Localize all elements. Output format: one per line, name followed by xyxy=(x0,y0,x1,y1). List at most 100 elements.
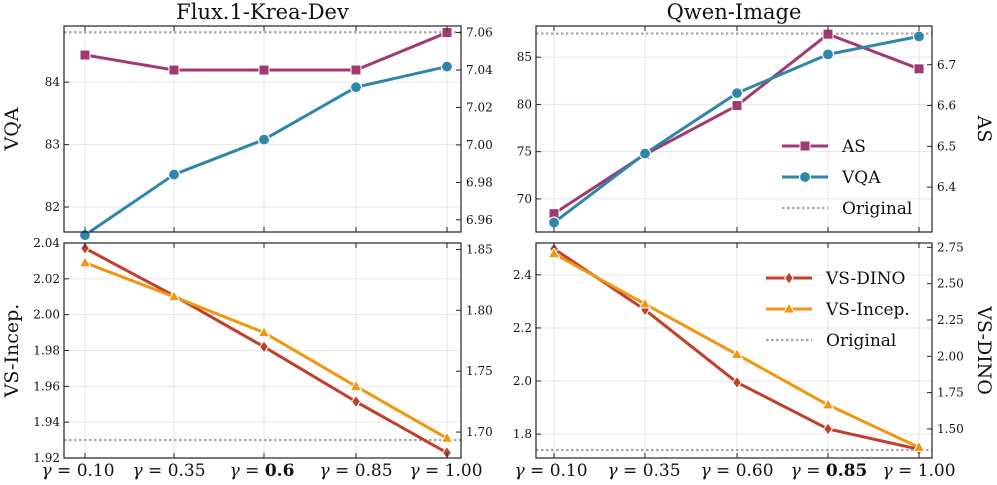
y-tick-label-left: 1.96 xyxy=(33,379,60,393)
chart-title: Flux.1-Krea-Dev xyxy=(176,0,349,24)
y-tick-label-left: 82 xyxy=(45,200,60,214)
x-tick-label: γ = 0.85 xyxy=(319,461,392,481)
y-tick-label-right: 2.50 xyxy=(937,277,964,291)
legend-marker xyxy=(784,271,794,285)
x-tick-label: γ = 0.85 xyxy=(791,461,868,481)
data-point-vsincep xyxy=(912,440,926,452)
y-tick-label-left: 1.92 xyxy=(33,451,60,465)
y-tick-label-right: 6.98 xyxy=(466,175,493,189)
data-point-vsincep xyxy=(349,379,363,391)
data-point-vsincep xyxy=(257,325,271,338)
plot-frame xyxy=(63,25,462,233)
data-point-vsdino xyxy=(259,339,269,354)
data-point-vqa xyxy=(440,60,454,73)
data-point-vsdino xyxy=(823,422,833,436)
y-tick-label-right: 7.00 xyxy=(466,138,493,152)
y-tick-label-left: 84 xyxy=(45,75,61,89)
plot-frame xyxy=(535,242,933,459)
legend-label: VS-DINO xyxy=(825,269,905,289)
data-point-vsincep xyxy=(547,246,561,259)
data-point-as xyxy=(258,64,270,76)
y-tick-label-right: 6.96 xyxy=(466,213,493,227)
plot-frame xyxy=(535,25,933,233)
y-tick-label-right: 6.7 xyxy=(937,58,956,72)
y-tick-label-left: 2.4 xyxy=(513,268,532,282)
y-tick-label-left: 1.94 xyxy=(33,415,60,429)
data-point-vsincep xyxy=(821,397,835,410)
y-tick-label-left: 80 xyxy=(517,97,532,111)
data-point-as xyxy=(350,64,362,76)
chart-panel-2: 70 75 80 85 6.4 6.5 6.6 6.7 Qwen-Image AS AS VQA Ori… xyxy=(517,0,995,233)
x-tick-label: γ = 0.10 xyxy=(41,461,114,481)
data-point-vsdino xyxy=(442,445,452,460)
series-line-as xyxy=(84,31,448,72)
data-point-vqa xyxy=(349,81,363,94)
y-tick-label-right: 7.02 xyxy=(466,100,493,114)
data-point-vsincep xyxy=(638,297,652,309)
legend-marker xyxy=(782,301,796,314)
chart-panel-3: 1.92 1.94 1.96 1.98 2.00 2.02 2.04 1.70 1.75 1.80… xyxy=(1,236,493,481)
y-tick-label-right: 6.6 xyxy=(937,99,956,113)
x-tick-label: γ = 1.00 xyxy=(409,461,482,481)
x-tick-label: γ = 0.10 xyxy=(514,461,587,481)
data-point-vsdino xyxy=(732,375,742,390)
y-tick-label-right: 1.75 xyxy=(466,364,493,378)
y-tick-label-right: 1.85 xyxy=(466,242,493,256)
legend: AS VQA Original xyxy=(782,137,912,219)
chart-panel-1: 82 83 84 6.96 6.98 7.00 7.02 7.04 7.06 Flux.1-Kre… xyxy=(1,0,493,242)
y-tick-label-left: 2.0 xyxy=(513,374,532,388)
legend-marker xyxy=(799,140,811,152)
data-point-vsincep xyxy=(167,289,181,302)
y-tick-label-right: 2.00 xyxy=(937,349,964,363)
chart-title: Qwen-Image xyxy=(667,0,802,24)
data-point-vqa xyxy=(167,168,181,181)
x-tick-label: γ = 1.00 xyxy=(882,461,955,481)
data-point-vsincep xyxy=(730,347,744,359)
legend-label: VS-Incep. xyxy=(825,300,910,320)
y-tick-label-right: 1.70 xyxy=(466,425,493,439)
y-axis-label-left: VS-Incep. xyxy=(1,304,23,399)
y-tick-label-right: 7.04 xyxy=(466,63,493,77)
data-point-vqa xyxy=(547,216,561,229)
data-point-vqa xyxy=(912,30,926,43)
y-tick-label-right: 2.25 xyxy=(937,313,964,327)
y-tick-label-right: 1.75 xyxy=(937,386,964,400)
y-tick-label-left: 70 xyxy=(517,192,532,206)
data-point-vsincep xyxy=(440,431,454,443)
data-point-as xyxy=(731,100,743,112)
x-tick-label: γ = 0.35 xyxy=(132,461,205,481)
x-tick-label: γ = 0.35 xyxy=(607,461,680,481)
y-tick-label-left: 83 xyxy=(45,138,60,152)
y-tick-label-right: 6.5 xyxy=(937,139,956,153)
legend-label: AS xyxy=(841,137,866,157)
data-point-vsdino xyxy=(351,394,361,409)
y-tick-label-right: 2.75 xyxy=(937,240,964,254)
chart-panel-4: 1.8 2.0 2.2 2.4 1.50 1.75 2.00 2.25 2.50 2.75 γ = … xyxy=(513,240,995,481)
legend-label: Original xyxy=(842,199,912,219)
y-tick-label-right: 7.06 xyxy=(466,26,493,40)
data-point-vsdino xyxy=(80,241,90,256)
legend-label: Original xyxy=(826,331,896,351)
y-tick-label-right: 1.50 xyxy=(937,422,964,436)
legend: VS-DINO VS-Incep. Original xyxy=(766,269,910,351)
y-tick-label-right: 6.4 xyxy=(937,180,956,194)
data-point-as xyxy=(913,63,925,75)
data-point-as xyxy=(79,49,91,61)
data-point-vsincep xyxy=(78,255,92,268)
x-tick-label: γ = 0.60 xyxy=(700,461,773,481)
data-point-vqa xyxy=(821,48,835,61)
y-tick-label-left: 85 xyxy=(517,50,532,64)
y-axis-label-right: AS xyxy=(973,115,995,143)
y-tick-label-left: 2.04 xyxy=(33,236,60,250)
data-point-vqa xyxy=(257,133,271,146)
y-tick-label-left: 2.2 xyxy=(513,321,532,335)
legend-marker xyxy=(798,170,812,184)
data-point-as xyxy=(168,64,180,76)
series-line-vqa xyxy=(84,65,448,237)
y-tick-label-left: 1.98 xyxy=(33,344,60,358)
data-point-vqa xyxy=(730,86,744,100)
x-tick-label: γ = 0.6 xyxy=(230,461,295,481)
y-axis-label-left: VQA xyxy=(1,107,23,151)
y-tick-label-left: 2.02 xyxy=(33,272,60,286)
